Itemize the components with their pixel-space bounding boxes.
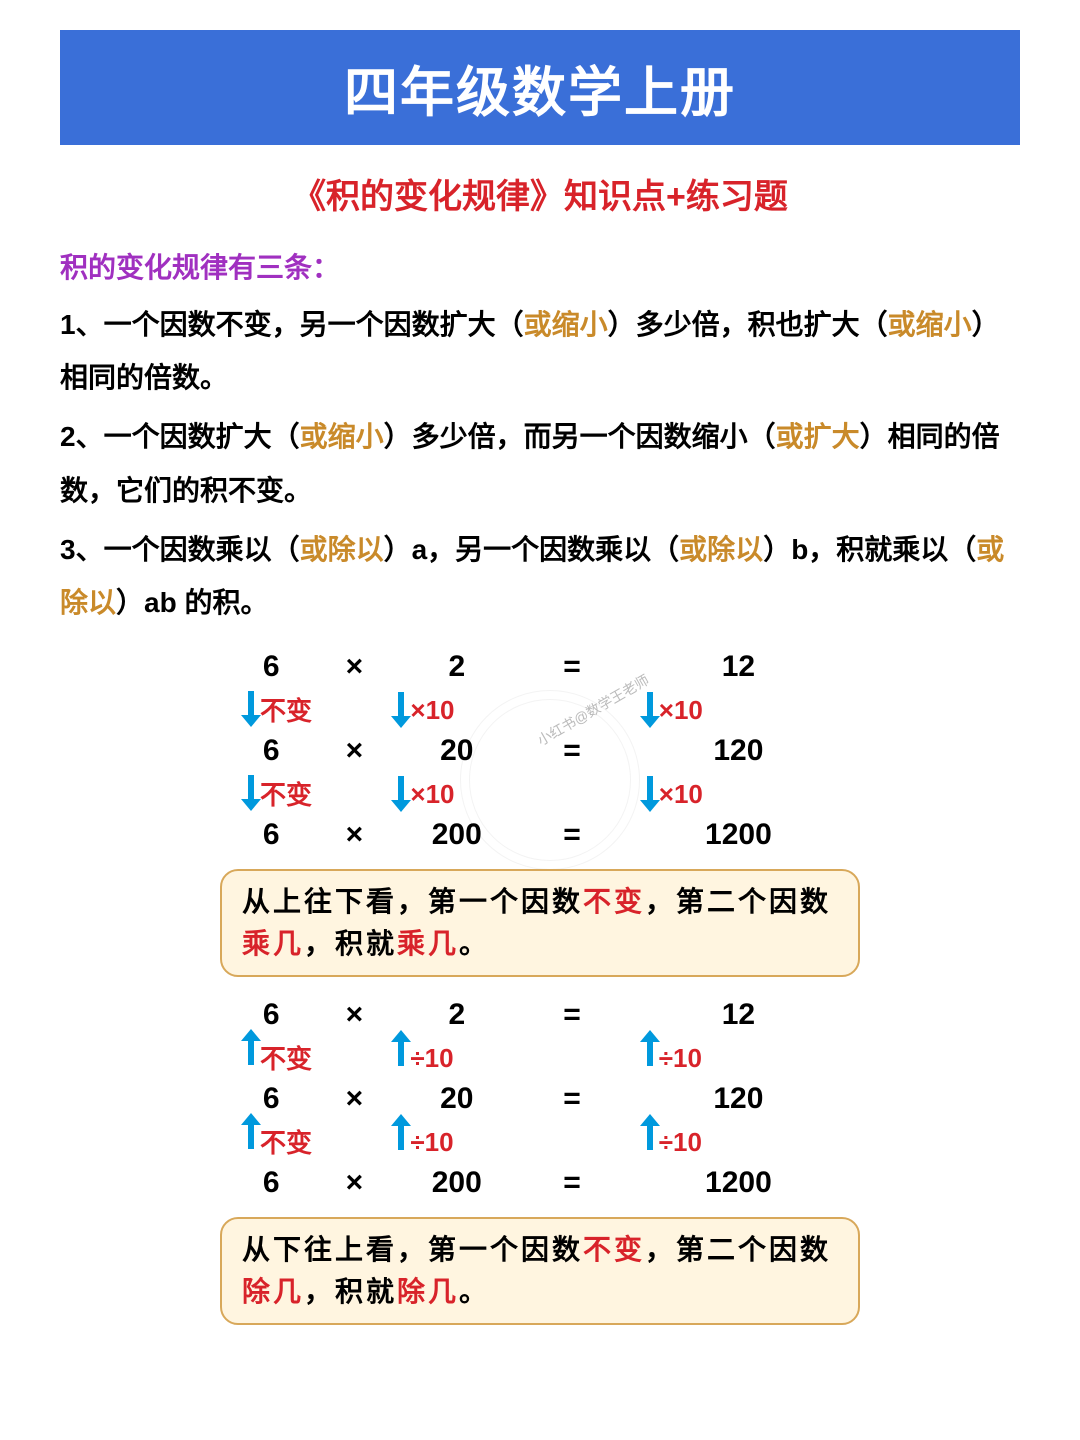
diagram-1: 6×2=12不变×10×106×20=120不变×10×106×200=1200…	[220, 647, 860, 977]
arrow-down-icon	[647, 692, 653, 718]
eq-cell: 1200	[617, 815, 860, 855]
subtitle: 《积的变化规律》知识点+练习题	[60, 169, 1020, 218]
arrow-label: ÷10	[659, 1043, 702, 1074]
intro-line: 积的变化规律有三条：	[60, 246, 1020, 286]
eq-cell: =	[527, 1079, 617, 1119]
eq-cell: =	[527, 1163, 617, 1203]
rule-item: 3、一个因数乘以（或除以）a，另一个因数乘以（或除以）b，积就乘以（或除以）ab…	[60, 523, 1020, 629]
eq-cell: 200	[386, 1163, 527, 1203]
arrow-down-icon	[398, 692, 404, 718]
eq-cell: 6	[220, 647, 322, 687]
arrow-label: ×10	[659, 695, 703, 726]
arrow-up-icon	[248, 1123, 254, 1149]
eq-cell: 6	[220, 1163, 322, 1203]
header-title: 四年级数学上册	[344, 63, 736, 123]
arrow-label: ×10	[410, 779, 454, 810]
eq-cell: 6	[220, 731, 322, 771]
arrow-down-icon	[248, 775, 254, 801]
eq-cell: ×	[322, 815, 386, 855]
arrow-label: ÷10	[410, 1127, 453, 1158]
eq-cell: 2	[386, 995, 527, 1035]
diagram-2: 6×2=12不变÷10÷106×20=120不变÷10÷106×200=1200…	[220, 995, 860, 1325]
arrow-down-icon	[647, 776, 653, 802]
arrow-label: ÷10	[659, 1127, 702, 1158]
header-banner: 四年级数学上册	[60, 30, 1020, 145]
eq-cell: 20	[386, 731, 527, 771]
arrow-up-icon	[647, 1124, 653, 1150]
eq-cell: 120	[617, 1079, 860, 1119]
eq-cell: 20	[386, 1079, 527, 1119]
arrow-up-icon	[248, 1039, 254, 1065]
rule-item: 1、一个因数不变，另一个因数扩大（或缩小）多少倍，积也扩大（或缩小）相同的倍数。	[60, 298, 1020, 404]
eq-cell: 200	[386, 815, 527, 855]
eq-cell: 12	[617, 647, 860, 687]
equation-table-2: 6×2=12不变÷10÷106×20=120不变÷10÷106×200=1200	[220, 995, 860, 1203]
eq-cell: =	[527, 647, 617, 687]
note-box-1: 从上往下看，第一个因数不变，第二个因数乘几，积就乘几。	[220, 869, 860, 977]
eq-cell: 6	[220, 815, 322, 855]
arrow-label: ×10	[410, 695, 454, 726]
equation-table-1: 6×2=12不变×10×106×20=120不变×10×106×200=1200	[220, 647, 860, 855]
eq-cell: 1200	[617, 1163, 860, 1203]
eq-cell: ×	[322, 731, 386, 771]
eq-cell: 12	[617, 995, 860, 1035]
arrow-up-icon	[398, 1124, 404, 1150]
eq-cell: ×	[322, 1163, 386, 1203]
arrow-label: 不变	[260, 775, 312, 812]
note-box-2: 从下往上看，第一个因数不变，第二个因数除几，积就除几。	[220, 1217, 860, 1325]
eq-cell: 6	[220, 1079, 322, 1119]
eq-cell: =	[527, 731, 617, 771]
eq-cell: =	[527, 815, 617, 855]
rule-item: 2、一个因数扩大（或缩小）多少倍，而另一个因数缩小（或扩大）相同的倍数，它们的积…	[60, 410, 1020, 516]
arrow-down-icon	[398, 776, 404, 802]
eq-cell: 120	[617, 731, 860, 771]
eq-cell: ×	[322, 1079, 386, 1119]
eq-cell: 6	[220, 995, 322, 1035]
arrow-label: ÷10	[410, 1043, 453, 1074]
eq-cell: ×	[322, 647, 386, 687]
rules-list: 1、一个因数不变，另一个因数扩大（或缩小）多少倍，积也扩大（或缩小）相同的倍数。…	[60, 298, 1020, 629]
arrow-label: 不变	[260, 1039, 312, 1076]
arrow-label: 不变	[260, 1123, 312, 1160]
eq-cell: 2	[386, 647, 527, 687]
arrow-down-icon	[248, 691, 254, 717]
arrow-label: ×10	[659, 779, 703, 810]
arrow-label: 不变	[260, 691, 312, 728]
arrow-up-icon	[647, 1040, 653, 1066]
eq-cell: =	[527, 995, 617, 1035]
arrow-up-icon	[398, 1040, 404, 1066]
eq-cell: ×	[322, 995, 386, 1035]
